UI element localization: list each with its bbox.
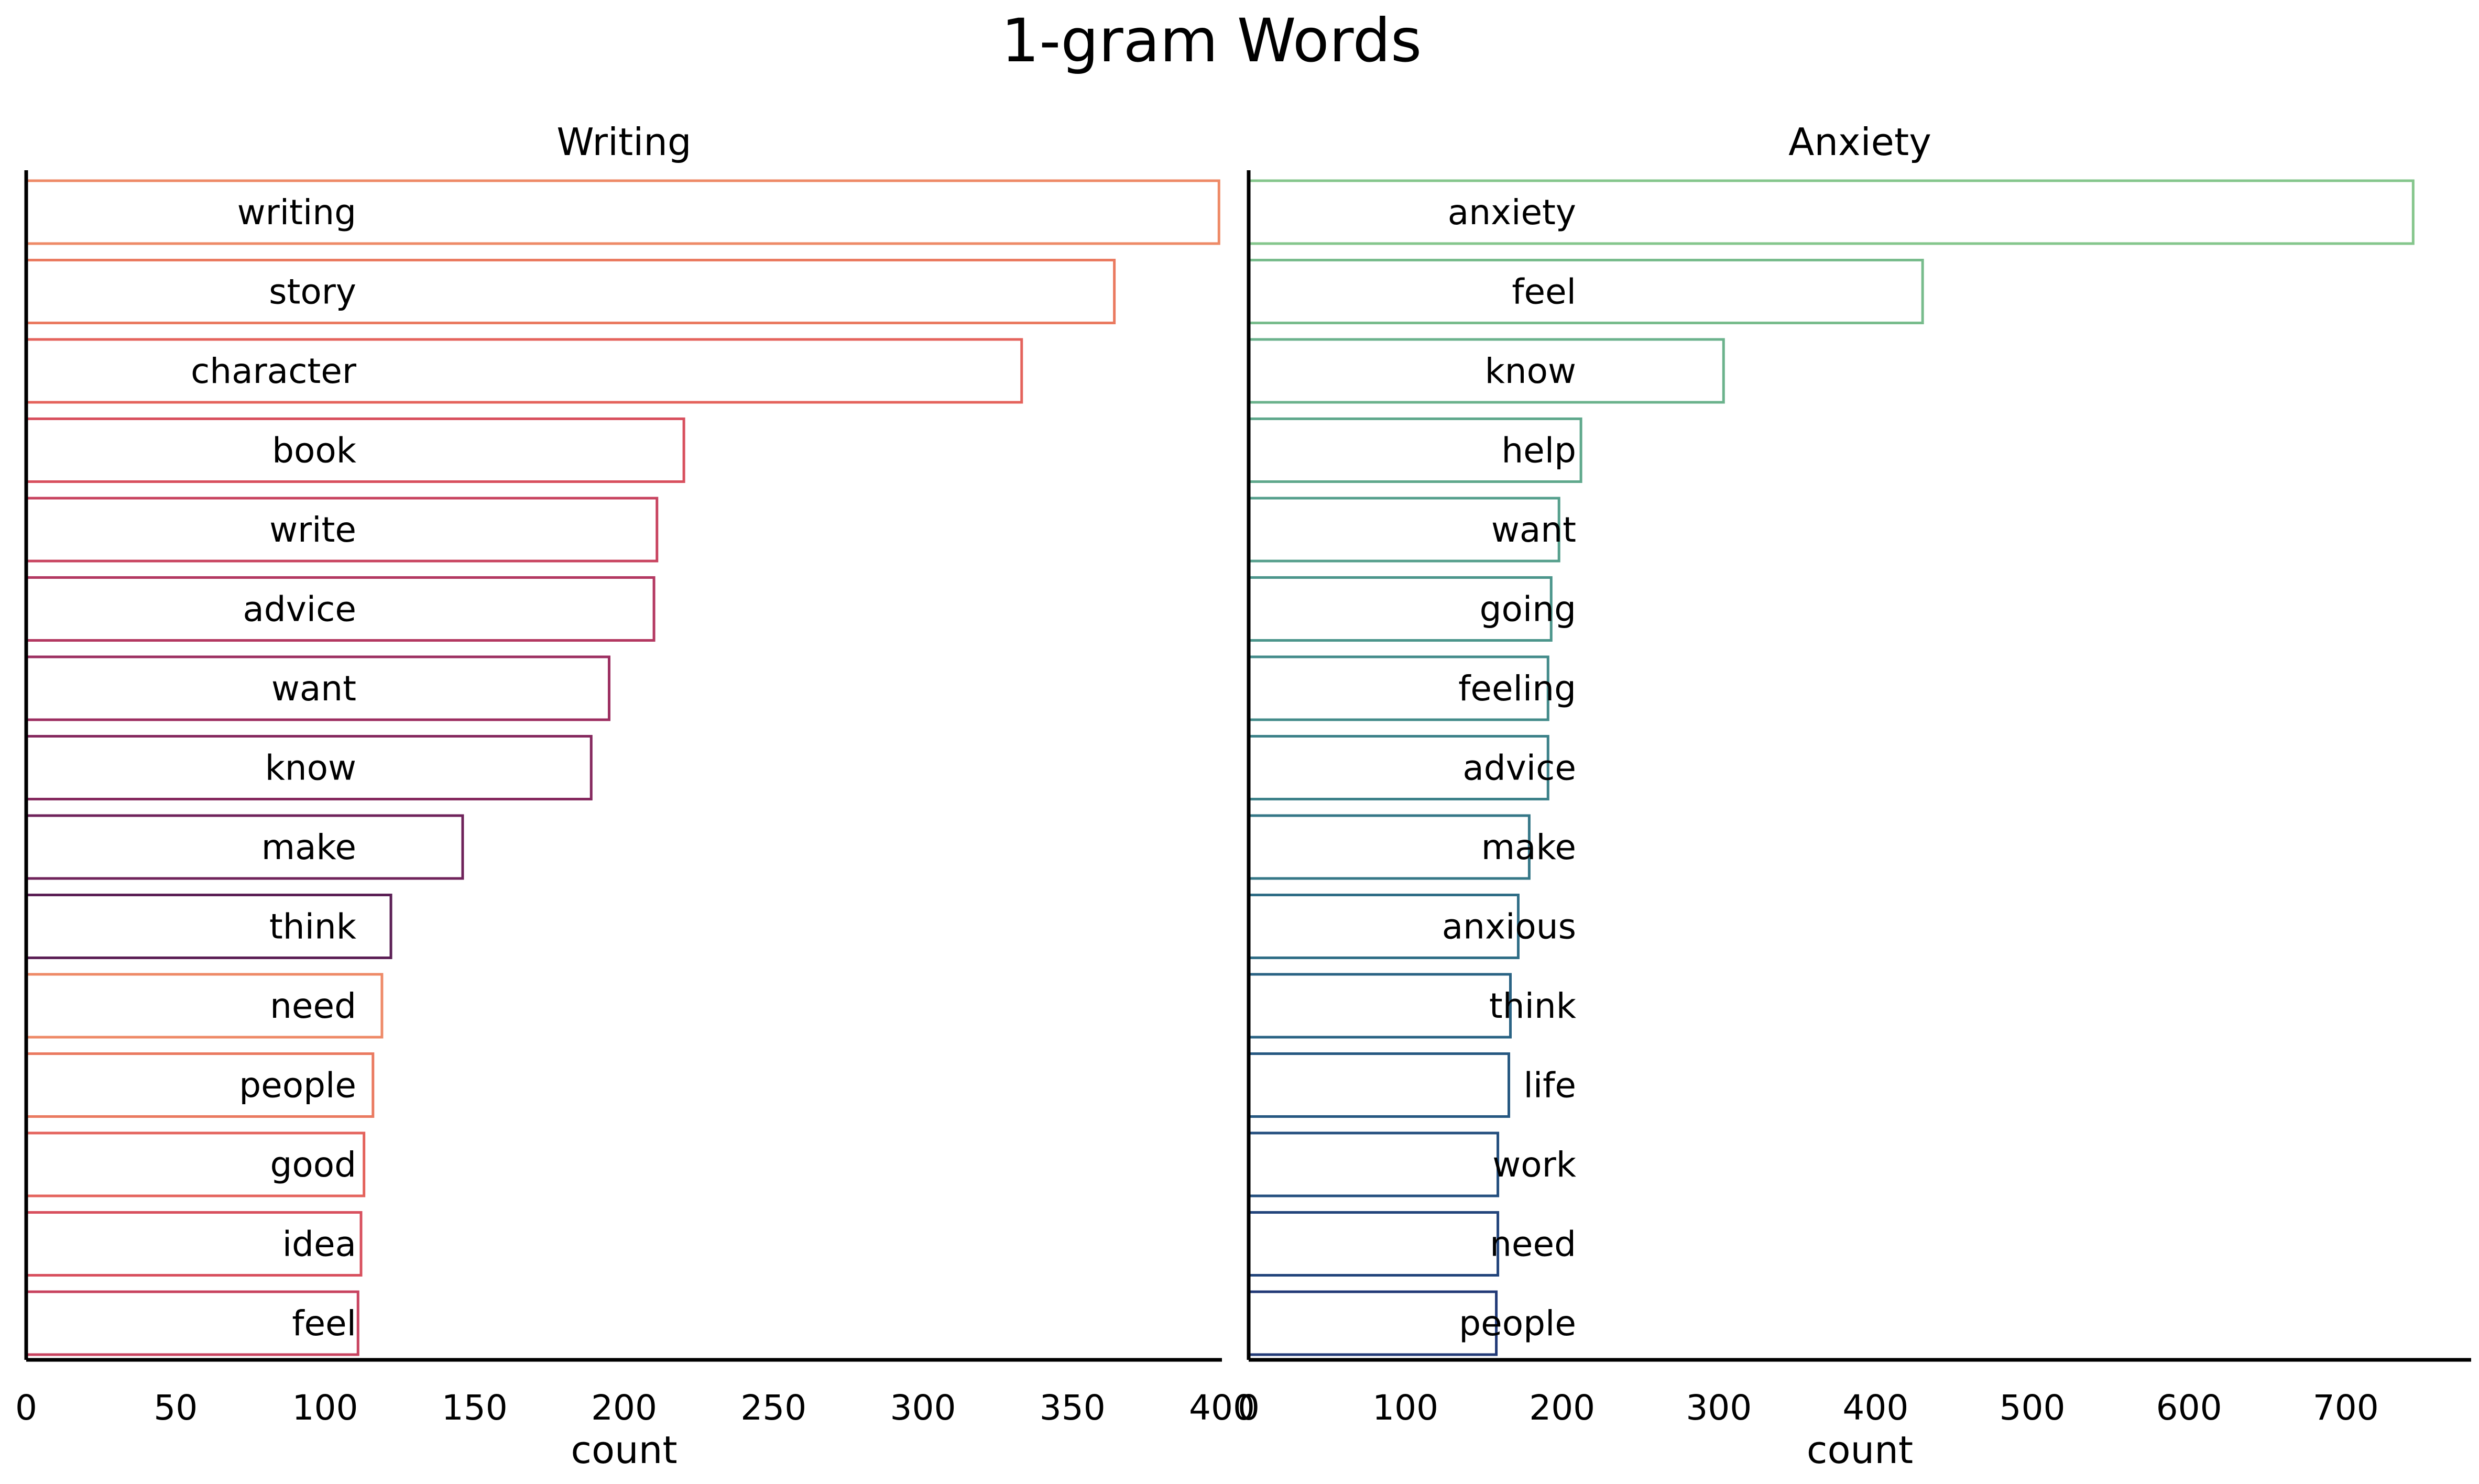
- bar-anxiety-need: [1247, 1211, 1500, 1277]
- x-tick-writing-100: 100: [292, 1388, 358, 1428]
- bar-anxiety-life: [1247, 1052, 1511, 1118]
- bar-writing-make: [25, 814, 464, 880]
- bar-anxiety-feel: [1247, 259, 1924, 324]
- bar-label-anxiety-think: think: [1489, 986, 1577, 1026]
- x-tick-writing-150: 150: [442, 1388, 508, 1428]
- bar-anxiety-work: [1247, 1131, 1500, 1197]
- bar-label-anxiety-need: need: [1490, 1224, 1576, 1265]
- x-tick-anxiety-700: 700: [2313, 1388, 2379, 1428]
- bar-label-anxiety-life: life: [1523, 1065, 1576, 1106]
- x-tick-anxiety-200: 200: [1529, 1388, 1595, 1428]
- bar-label-writing-write: write: [269, 510, 356, 550]
- bar-label-anxiety-make: make: [1481, 827, 1576, 867]
- bar-label-anxiety-want: want: [1491, 510, 1576, 550]
- x-tick-writing-300: 300: [890, 1388, 956, 1428]
- bar-label-writing-think: think: [269, 907, 357, 947]
- x-tick-writing-0: 0: [15, 1388, 37, 1428]
- bar-writing-writing: [25, 179, 1220, 245]
- x-axis-label-writing: count: [571, 1428, 677, 1472]
- bar-label-writing-make: make: [261, 827, 356, 867]
- panel-anxiety: Anxiety anxiety feel know help want going feeli…: [1238, 120, 2471, 1472]
- bar-label-anxiety-anxiety: anxiety: [1448, 192, 1576, 233]
- bar-label-anxiety-feel: feel: [1512, 272, 1576, 312]
- bar-label-anxiety-work: work: [1492, 1145, 1576, 1185]
- panels: Writing writing story character book write adv…: [15, 120, 2471, 1472]
- x-tick-writing-350: 350: [1040, 1388, 1106, 1428]
- x-tick-anxiety-600: 600: [2156, 1388, 2222, 1428]
- chart-title: 1-gram Words: [1001, 6, 1422, 75]
- panel-title-anxiety: Anxiety: [1788, 120, 1931, 164]
- bar-label-writing-advice: advice: [243, 589, 356, 630]
- bar-label-anxiety-people: people: [1459, 1303, 1576, 1344]
- bar-label-writing-good: good: [270, 1145, 356, 1185]
- bar-label-anxiety-know: know: [1485, 351, 1576, 391]
- bar-label-anxiety-help: help: [1501, 431, 1576, 471]
- x-tick-writing-50: 50: [154, 1388, 198, 1428]
- x-tick-anxiety-300: 300: [1686, 1388, 1752, 1428]
- panel-title-writing: Writing: [556, 120, 691, 164]
- bar-label-anxiety-anxious: anxious: [1442, 907, 1576, 947]
- bar-writing-story: [25, 259, 1116, 324]
- bar-writing-character: [25, 338, 1023, 404]
- x-tick-writing-200: 200: [591, 1388, 657, 1428]
- x-tick-anxiety-400: 400: [1842, 1388, 1908, 1428]
- x-tick-anxiety-0: 0: [1238, 1388, 1260, 1428]
- bar-anxiety-think: [1247, 973, 1512, 1039]
- x-tick-anxiety-500: 500: [2000, 1388, 2066, 1428]
- panel-writing: Writing writing story character book write adv…: [15, 120, 1255, 1472]
- bar-label-writing-want: want: [271, 668, 356, 709]
- bar-label-writing-know: know: [265, 748, 356, 788]
- x-tick-anxiety-100: 100: [1372, 1388, 1438, 1428]
- bar-label-writing-feel: feel: [292, 1303, 356, 1344]
- bar-anxiety-anxiety: [1247, 179, 2415, 245]
- x-tick-writing-400: 400: [1189, 1388, 1255, 1428]
- bar-label-anxiety-feeling: feeling: [1458, 668, 1576, 709]
- bar-label-writing-character: character: [191, 351, 357, 391]
- bar-label-writing-need: need: [270, 986, 356, 1026]
- bar-label-writing-book: book: [272, 431, 357, 471]
- x-tick-writing-250: 250: [740, 1388, 806, 1428]
- bar-label-anxiety-going: going: [1480, 589, 1576, 630]
- bar-label-anxiety-advice: advice: [1462, 748, 1576, 788]
- bar-label-writing-people: people: [239, 1065, 356, 1106]
- bar-label-writing-writing: writing: [237, 192, 356, 233]
- bar-label-writing-story: story: [269, 272, 356, 312]
- x-axis-label-anxiety: count: [1807, 1428, 1913, 1472]
- bar-label-writing-idea: idea: [282, 1224, 356, 1265]
